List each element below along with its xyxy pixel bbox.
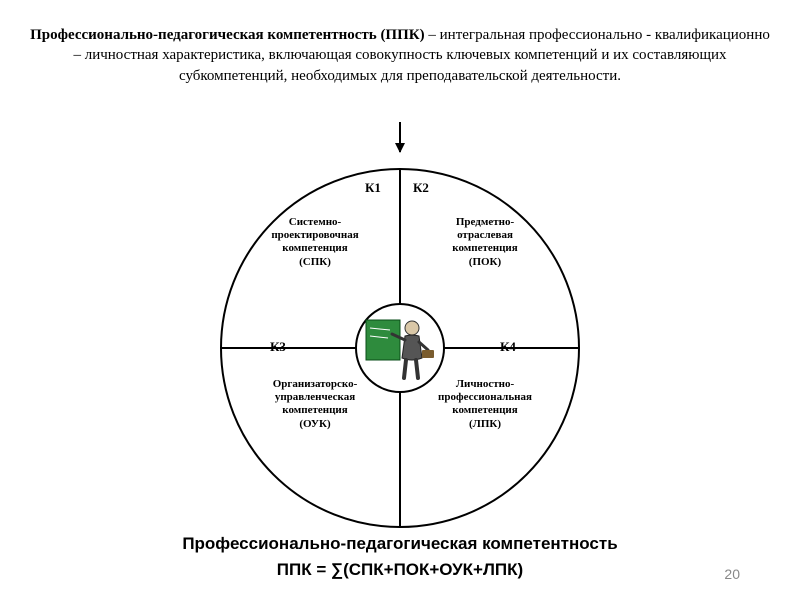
q3-l2: управленческая [275,391,355,403]
q4-l4: (ЛПК) [469,418,501,430]
competence-diagram: К1 К2 К3 К4 Системно- проектировочная ко… [210,158,590,538]
arrow-down-icon [399,122,401,152]
header-title-bold: Профессионально-педагогическая компетент… [30,27,425,43]
q3-l3: компетенция [282,404,347,416]
footer-text: Профессионально-педагогическая компетент… [0,531,800,582]
q3-l4: (ОУК) [299,418,330,430]
q4-l3: компетенция [452,404,517,416]
q2-l2: отраслевая [457,229,513,241]
k1-label: К1 [365,180,381,196]
k3-label: К3 [270,339,286,355]
q3-l1: Организаторско- [273,378,358,390]
header-text: Профессионально-педагогическая компетент… [0,0,800,86]
q1-l2: проектировочная [271,229,358,241]
q2-l1: Предметно- [456,216,514,228]
q1-l4: (СПК) [299,256,331,268]
q1-l3: компетенция [282,242,347,254]
k2-label: К2 [413,180,429,196]
q1-l1: Системно- [289,216,341,228]
q4-l1: Личностно- [456,378,514,390]
page-number: 20 [724,566,740,582]
q2-text: Предметно- отраслевая компетенция (ПОК) [420,216,550,269]
q2-l3: компетенция [452,242,517,254]
q4-l2: профессиональная [438,391,532,403]
footer-line1: Профессионально-педагогическая компетент… [0,531,800,557]
q1-text: Системно- проектировочная компетенция (С… [250,216,380,269]
footer-line2: ППК = ∑(СПК+ПОК+ОУК+ЛПК) [0,557,800,583]
teacher-icon [360,308,440,388]
k4-label: К4 [500,339,516,355]
q2-l4: (ПОК) [469,256,501,268]
